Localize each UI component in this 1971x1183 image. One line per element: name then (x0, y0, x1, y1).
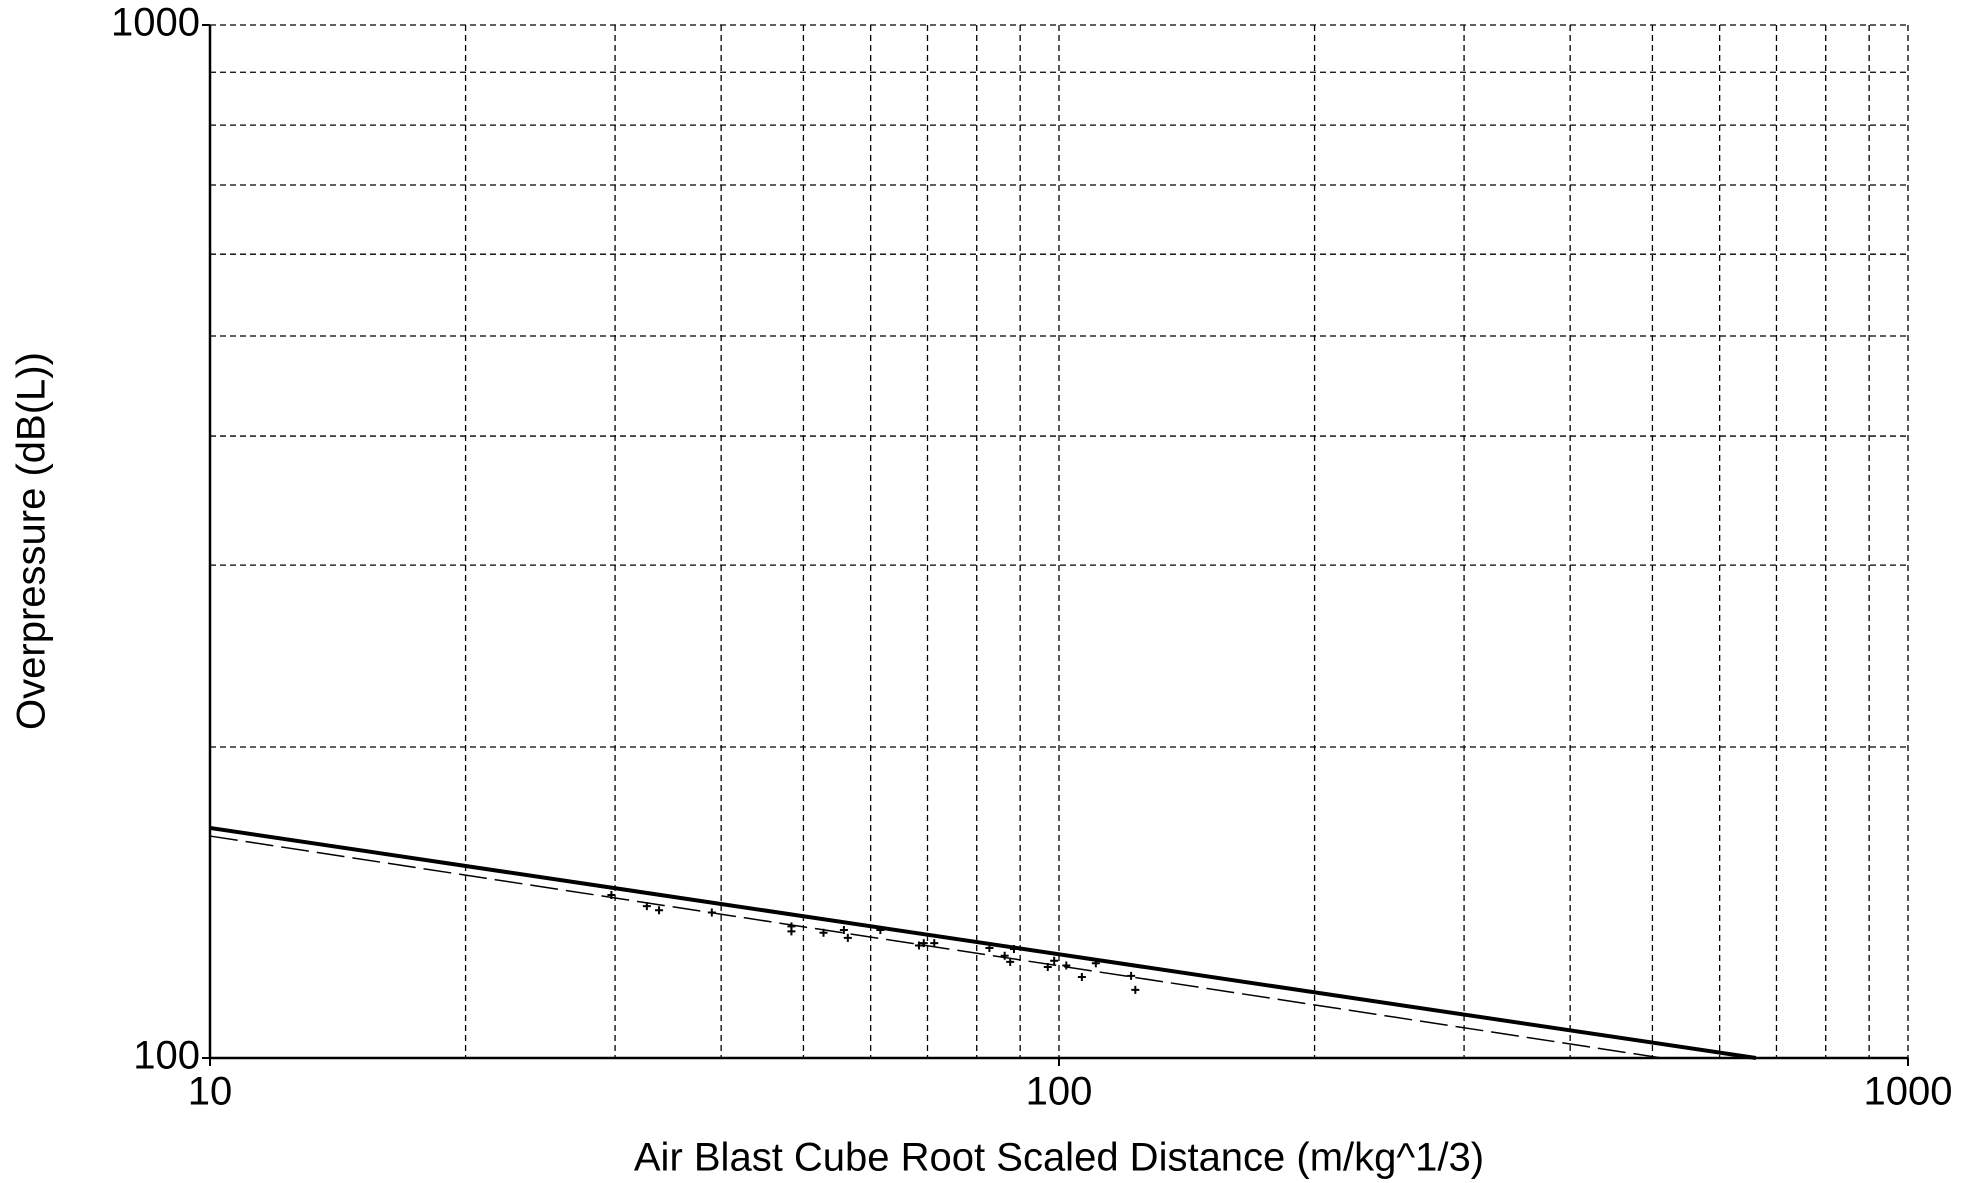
fit-line (209, 825, 1757, 1060)
data-point (914, 941, 923, 950)
data-point (1006, 957, 1015, 966)
data-point (839, 926, 848, 935)
data-point (642, 902, 651, 911)
data-point (876, 926, 885, 935)
data-point (1062, 961, 1071, 970)
data-point (819, 928, 828, 937)
data-point (985, 943, 994, 952)
data-point (655, 906, 664, 915)
x-tick-label: 100 (1026, 1070, 1093, 1114)
fit-line (209, 835, 1663, 1059)
data-point (607, 891, 616, 900)
y-tick-label: 100 (133, 1034, 200, 1078)
data-point (1127, 971, 1136, 980)
data-point (707, 908, 716, 917)
data-point (1091, 959, 1100, 968)
data-point (843, 933, 852, 942)
x-tick-label: 10 (188, 1070, 233, 1114)
data-point (1000, 951, 1009, 960)
data-point (1050, 956, 1059, 965)
data-point (787, 927, 796, 936)
x-tick-label: 1000 (1864, 1070, 1953, 1114)
data-point (930, 939, 939, 948)
data-point (1131, 985, 1140, 994)
data-point (919, 939, 928, 948)
y-axis-label: Overpressure (dB(L)) (10, 352, 54, 730)
data-point (1077, 972, 1086, 981)
y-tick-label: 1000 (111, 1, 200, 45)
data-point (1043, 962, 1052, 971)
x-axis-label: Air Blast Cube Root Scaled Distance (m/k… (634, 1136, 1484, 1180)
data-point (1009, 945, 1018, 954)
